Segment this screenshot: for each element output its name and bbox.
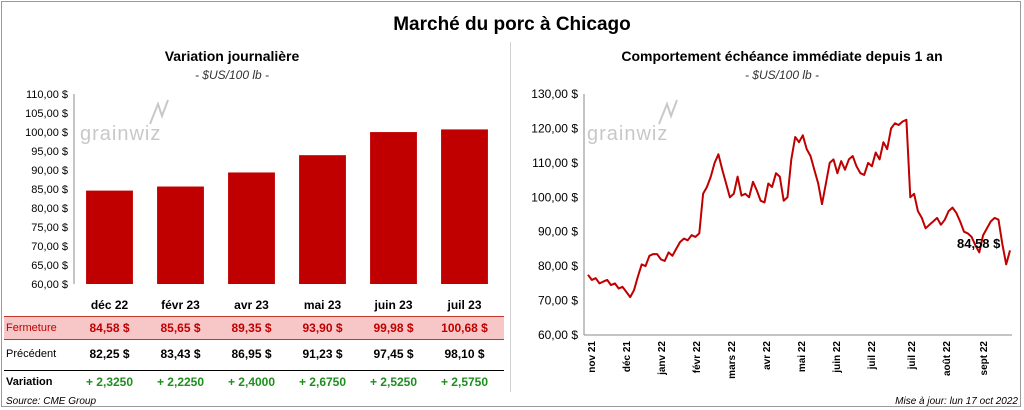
bar	[370, 132, 417, 284]
bar	[157, 186, 204, 284]
update-timestamp: Mise à jour: lun 17 oct 2022	[895, 396, 1018, 407]
y-tick-label: 70,00 $	[31, 241, 68, 253]
left-chart-unit: - $US/100 lb -	[194, 68, 270, 82]
table-cell: + 2,2250	[156, 375, 205, 389]
table-cell: 93,90 $	[302, 321, 343, 335]
table-cell: 98,10 $	[444, 347, 485, 361]
x-tick-label: juil 22	[907, 341, 918, 371]
y-tick-label: 100,00 $	[531, 190, 578, 204]
table-row-variation: Variation + 2,3250 + 2,2250 + 2,4000 + 2,67…	[4, 370, 504, 393]
table-cell: + 2,4000	[227, 375, 276, 389]
y-tick-label: 130,00 $	[531, 87, 578, 101]
y-tick-label: 80,00 $	[538, 259, 578, 273]
table-cell: 82,25 $	[89, 347, 130, 361]
line-series	[587, 118, 1011, 299]
x-tick-label: mai 22	[797, 341, 808, 373]
x-tick-label: janv 22	[657, 341, 668, 376]
bar-series	[86, 129, 488, 284]
source-note: Source: CME Group	[6, 396, 97, 407]
series-line	[587, 118, 1011, 299]
x-tick-label: juil 22	[867, 341, 878, 371]
y-tick-label: 85,00 $	[31, 184, 68, 196]
y-tick-label: 75,00 $	[31, 222, 68, 234]
watermark-text: grainwiz	[80, 123, 161, 145]
bar-chart: grainwiz 60,00 $ 65,00 $ 70,00 $ 75,00 $ 80,…	[25, 89, 488, 312]
bar-y-axis: 60,00 $ 65,00 $ 70,00 $ 75,00 $ 80,00 $ 85,00…	[25, 89, 75, 291]
table-cell: 100,68 $	[441, 321, 488, 335]
grainwiz-watermark-logo: grainwiz	[587, 99, 678, 145]
table-cell: + 2,6750	[298, 375, 347, 389]
table-cell: 89,35 $	[231, 321, 272, 335]
x-tick-label: déc 21	[622, 341, 633, 373]
x-tick-label: févr 23	[161, 298, 200, 312]
y-tick-label: 110,00 $	[26, 89, 68, 101]
bar	[441, 129, 488, 284]
y-tick-label: 60,00 $	[538, 328, 578, 342]
row-label: Fermeture	[6, 322, 57, 334]
x-tick-label: avr 22	[762, 341, 773, 370]
y-tick-label: 105,00 $	[25, 108, 68, 120]
table-row-previous: Précédent 82,25 $ 83,43 $ 86,95 $ 91,23 $ 97…	[4, 343, 504, 365]
main-title: Marché du porc à Chicago	[393, 14, 631, 35]
x-tick-label: mai 23	[304, 298, 342, 312]
x-tick-label: juin 22	[832, 341, 843, 374]
table-cell: + 2,3250	[85, 375, 134, 389]
line-y-axis: 60,00 $ 70,00 $ 80,00 $ 90,00 $ 100,00 $ 110,…	[531, 87, 1012, 342]
table-cell: 99,98 $	[373, 321, 414, 335]
watermark-text: grainwiz	[587, 123, 668, 145]
y-tick-label: 95,00 $	[31, 146, 68, 158]
panel-divider	[510, 42, 511, 392]
watermark-chart-glyph	[658, 99, 678, 125]
y-tick-label: 100,00 $	[25, 127, 68, 139]
x-tick-label: nov 21	[587, 341, 598, 373]
line-chart: grainwiz 60,00 $ 70,00 $ 80,00 $ 90,00 $ 100…	[531, 87, 1012, 379]
x-tick-label: sept 22	[979, 341, 990, 376]
table-cell: + 2,5750	[440, 375, 489, 389]
bar	[86, 190, 133, 284]
y-tick-label: 65,00 $	[31, 260, 68, 272]
y-tick-label: 90,00 $	[31, 165, 68, 177]
line-x-labels: nov 21 déc 21 janv 22 févr 22 mars 22 avr 22 m…	[587, 341, 990, 379]
bar	[228, 172, 275, 284]
left-chart-title: Variation journalière	[164, 48, 300, 64]
table-cell: 86,95 $	[231, 347, 272, 361]
grainwiz-watermark-logo: grainwiz	[80, 99, 169, 145]
table-row-close: Fermeture 84,58 $ 85,65 $ 89,35 $ 93,90 $ 99…	[4, 316, 504, 340]
y-tick-label: 80,00 $	[31, 203, 68, 215]
table-cell: 85,65 $	[160, 321, 201, 335]
row-label: Variation	[6, 376, 53, 388]
x-tick-label: mars 22	[727, 341, 738, 379]
right-chart-title: Comportement échéance immédiate depuis 1…	[621, 48, 943, 64]
x-tick-label: déc 22	[91, 298, 129, 312]
x-tick-label: août 22	[942, 341, 953, 376]
y-tick-label: 120,00 $	[531, 121, 578, 135]
x-tick-label: févr 22	[692, 341, 703, 374]
y-tick-label: 110,00 $	[532, 156, 578, 170]
y-tick-label: 60,00 $	[31, 279, 68, 291]
bar-x-labels: déc 22 févr 23 avr 23 mai 23 juin 23 juil 23	[91, 298, 482, 312]
table-cell: + 2,5250	[369, 375, 418, 389]
row-label: Précédent	[6, 348, 57, 360]
table-cell: 97,45 $	[373, 347, 414, 361]
y-tick-label: 70,00 $	[538, 294, 578, 308]
x-tick-label: juil 23	[446, 298, 481, 312]
table-cell: 84,58 $	[89, 321, 130, 335]
x-tick-label: avr 23	[234, 298, 269, 312]
last-value-label: 84,58 $	[957, 236, 1001, 251]
table-cell: 83,43 $	[160, 347, 201, 361]
watermark-chart-glyph	[149, 99, 169, 125]
right-chart-unit: - $US/100 lb -	[744, 68, 820, 82]
x-tick-label: juin 23	[373, 298, 412, 312]
table-cell: 91,23 $	[302, 347, 343, 361]
y-tick-label: 90,00 $	[538, 225, 578, 239]
bar	[299, 155, 346, 284]
